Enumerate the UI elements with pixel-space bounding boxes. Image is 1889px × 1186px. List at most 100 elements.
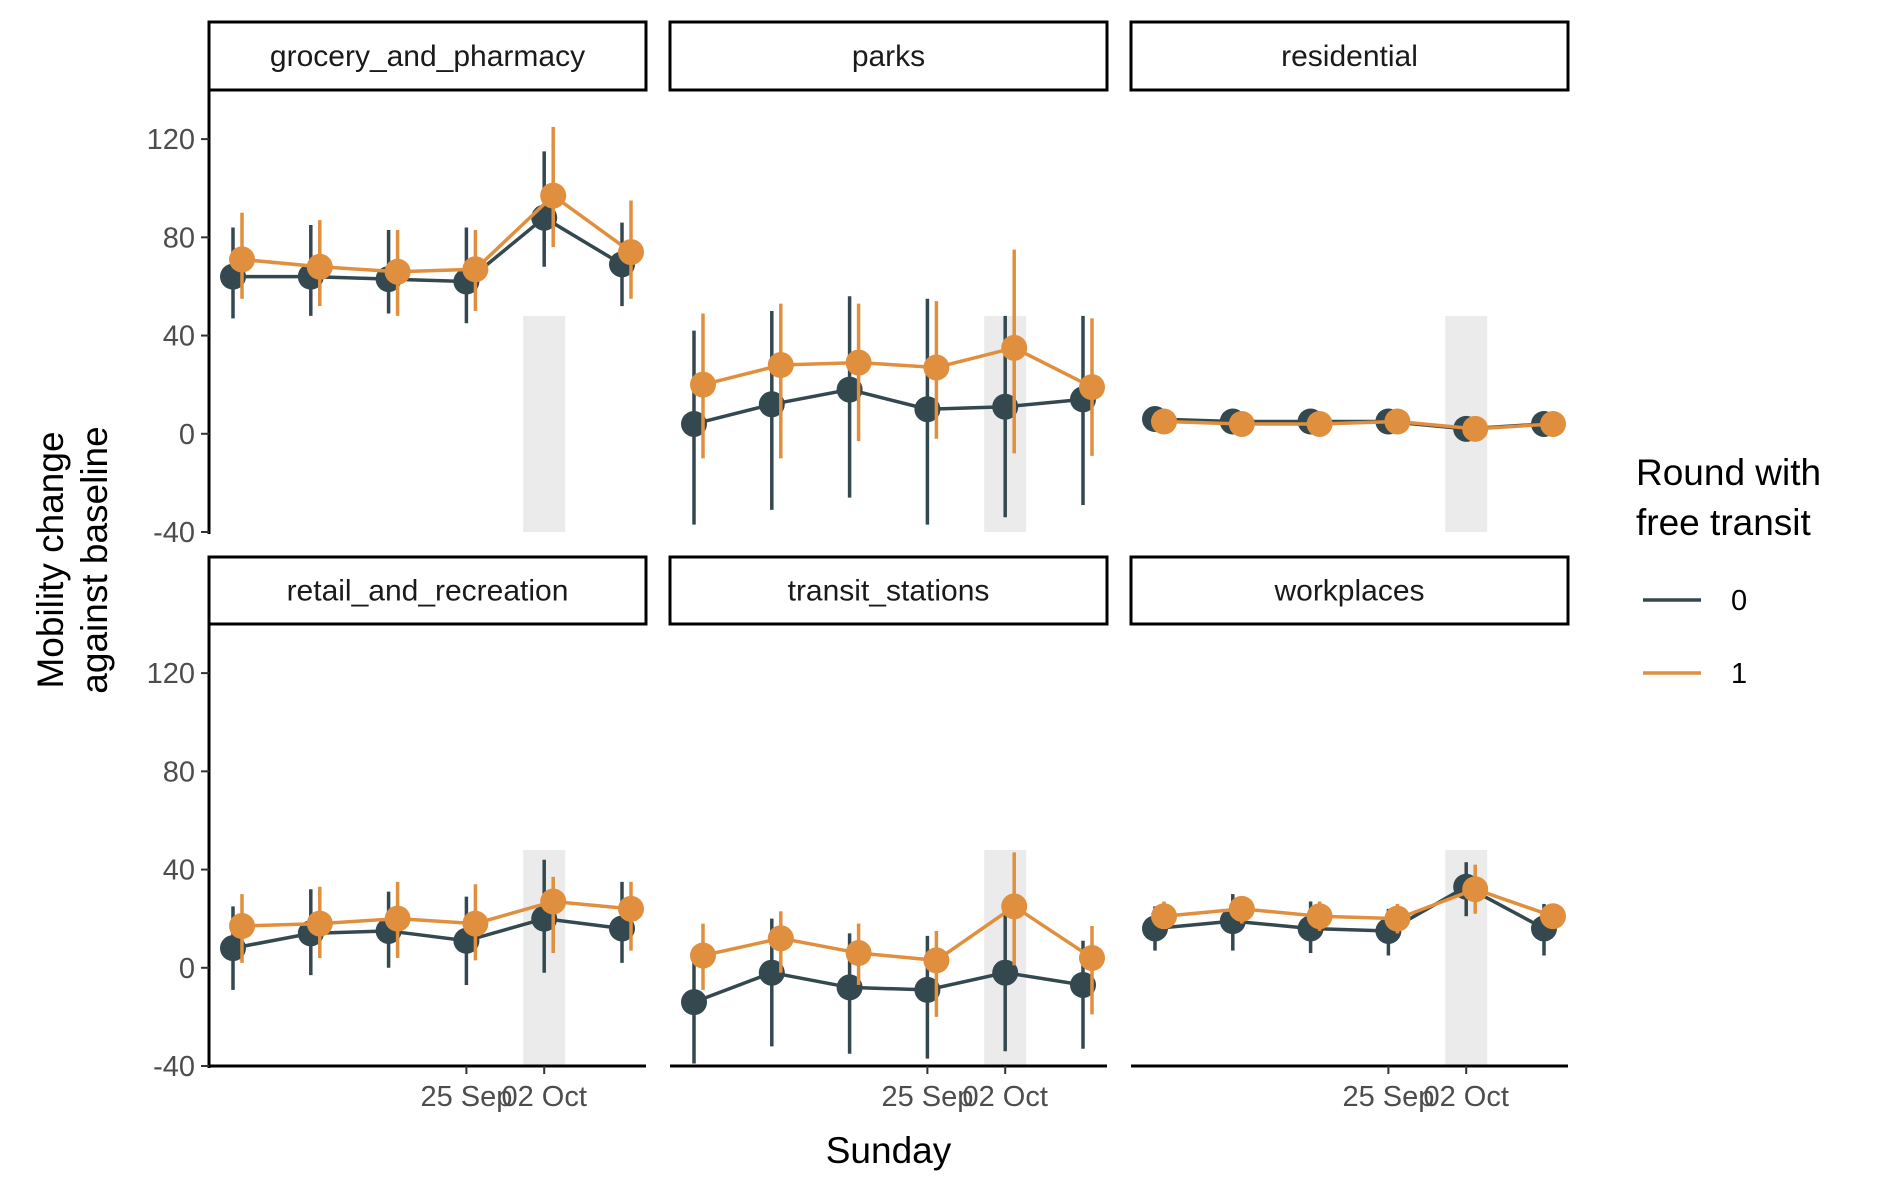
data-point (836, 376, 863, 403)
data-point (923, 947, 950, 974)
data-point (1462, 876, 1489, 903)
y-tick-label: 40 (163, 321, 195, 353)
facet-strip-label: grocery_and_pharmacy (270, 40, 585, 73)
data-point (618, 239, 644, 266)
y-tick-label: -40 (153, 517, 195, 549)
series-round-0 (681, 296, 1096, 525)
data-point (1462, 415, 1489, 442)
x-tick-label: 25 Sep (881, 1081, 973, 1113)
data-point (1540, 410, 1566, 437)
data-point (681, 989, 707, 1016)
legend: Round with free transit 0 1 (1636, 452, 1821, 690)
data-point (540, 182, 567, 209)
data-point (1001, 334, 1028, 361)
facet-strip (1129, 20, 1570, 92)
legend-label: 1 (1731, 658, 1747, 690)
data-point (1306, 410, 1333, 437)
y-tick-label: 80 (163, 222, 195, 254)
series-round-0 (220, 151, 635, 324)
data-point (220, 935, 246, 962)
series-round-1 (229, 876, 644, 963)
data-point (609, 915, 635, 942)
y-tick-label: 120 (147, 124, 195, 156)
data-point (1384, 905, 1411, 932)
y-tick-label: 80 (163, 756, 195, 788)
data-point (540, 888, 567, 915)
data-point (767, 352, 794, 379)
series-line (232, 916, 623, 950)
data-point (914, 976, 941, 1003)
y-tick-label: 0 (179, 419, 195, 451)
facet-strip (207, 555, 648, 626)
data-point (992, 393, 1019, 420)
data-point (992, 959, 1019, 986)
facet-strip-label: transit_stations (788, 575, 990, 608)
data-point (1079, 944, 1105, 971)
y-tick-label: 0 (179, 953, 195, 985)
series-line (241, 193, 633, 274)
facet-strip (207, 20, 648, 92)
data-point (690, 942, 716, 969)
data-point (1151, 408, 1177, 435)
y-tick-label: 40 (163, 855, 195, 887)
series-round-1 (1151, 408, 1566, 442)
facet-strip-label: workplaces (1273, 575, 1424, 608)
data-point (618, 895, 644, 922)
facet-strip-label: retail_and_recreation (287, 575, 569, 608)
facet-panel-residential: residential (1129, 20, 1570, 532)
data-point (690, 371, 716, 398)
y-axis-title-line: against baseline (74, 426, 115, 693)
y-tick-label: -40 (153, 1051, 195, 1083)
data-point (1228, 895, 1255, 922)
facet-panel-grocery_and_pharmacy: grocery_and_pharmacy -40 0 40 80 120 (147, 20, 648, 549)
data-point (681, 410, 707, 437)
shaded-week-band (523, 315, 566, 532)
data-point (1306, 903, 1333, 930)
facet-strip-label: parks (852, 40, 925, 73)
data-point (462, 256, 489, 283)
data-point (767, 925, 794, 952)
data-point (384, 905, 411, 932)
data-point (384, 258, 411, 285)
data-point (229, 913, 255, 940)
series-round-1 (229, 126, 644, 316)
data-point (1001, 893, 1028, 920)
facet-strip (668, 555, 1109, 626)
facet-panel-parks: parks (668, 20, 1109, 532)
data-point (758, 959, 785, 986)
series-round-0 (681, 913, 1096, 1064)
facet-panel-retail_and_recreation: retail_and_recreation -40 0 40 80 120 25 Sep02… (147, 555, 648, 1113)
series-round-1 (690, 249, 1105, 459)
y-axis-title: Mobility changeagainst baseline (30, 426, 115, 693)
data-point (1070, 971, 1096, 998)
data-point (462, 910, 489, 937)
series-line (693, 970, 1084, 1004)
series-round-1 (690, 852, 1105, 1017)
legend-title: free transit (1636, 502, 1812, 543)
data-point (758, 391, 785, 418)
x-tick-label: 25 Sep (1342, 1081, 1434, 1113)
legend-title: Round with (1636, 452, 1821, 493)
data-point (1228, 410, 1255, 437)
legend-label: 0 (1731, 585, 1747, 617)
x-tick-label: 25 Sep (420, 1081, 512, 1113)
series-round-1 (1151, 864, 1566, 934)
facet-strip (668, 20, 1109, 92)
data-point (845, 349, 872, 376)
data-point (229, 246, 255, 273)
series-line (693, 387, 1084, 426)
x-tick-label: 02 Oct (1423, 1081, 1508, 1113)
series-line (1163, 887, 1554, 921)
data-point (1151, 903, 1177, 930)
data-point (1540, 903, 1566, 930)
y-axis-title-line: Mobility change (30, 431, 71, 688)
series-line (702, 345, 1093, 389)
data-point (1384, 408, 1411, 435)
facet-strip-label: residential (1281, 40, 1418, 73)
data-point (836, 974, 863, 1001)
data-point (306, 253, 333, 280)
data-point (1079, 374, 1105, 401)
series-line (702, 904, 1093, 963)
